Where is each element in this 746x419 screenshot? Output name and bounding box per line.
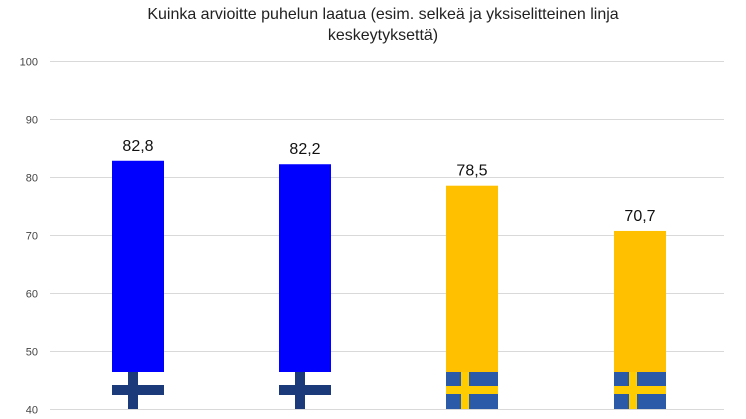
flag-cross-vertical bbox=[128, 372, 138, 409]
data-label: 78,5 bbox=[456, 163, 487, 180]
bar bbox=[112, 160, 164, 372]
bars bbox=[112, 160, 666, 372]
finland-flag-icon bbox=[112, 372, 164, 409]
y-tick-label: 90 bbox=[26, 115, 38, 127]
chart-title-line-1: Kuinka arvioitte puhelun laatua (esim. s… bbox=[147, 6, 618, 23]
y-tick-label: 80 bbox=[26, 173, 38, 185]
chart-title-line-2: keskeytyksettä) bbox=[328, 27, 438, 44]
y-tick-label: 40 bbox=[26, 405, 38, 417]
y-tick-label: 100 bbox=[20, 57, 38, 69]
y-tick-label: 60 bbox=[26, 289, 38, 301]
sweden-flag-icon bbox=[614, 372, 666, 409]
flag-cross-vertical bbox=[629, 372, 637, 409]
y-tick-label: 70 bbox=[26, 231, 38, 243]
finland-flag-icon bbox=[279, 372, 331, 409]
y-tick-label: 50 bbox=[26, 347, 38, 359]
bar bbox=[279, 164, 331, 372]
flag-cross-horizontal bbox=[614, 386, 666, 394]
data-label: 82,8 bbox=[122, 138, 153, 155]
bar bbox=[446, 185, 498, 372]
flag-cross-vertical bbox=[461, 372, 469, 409]
data-labels: 82,8 82,2 78,5 70,7 bbox=[122, 138, 655, 225]
flag-cross-vertical bbox=[295, 372, 305, 409]
sweden-flag-icon bbox=[446, 372, 498, 409]
y-axis-ticks: 40 50 60 70 80 90 100 bbox=[20, 57, 38, 417]
data-label: 70,7 bbox=[624, 208, 655, 225]
flag-cross-horizontal bbox=[446, 386, 498, 394]
category-flags bbox=[112, 372, 666, 409]
bar bbox=[614, 230, 666, 372]
data-label: 82,2 bbox=[289, 141, 320, 158]
